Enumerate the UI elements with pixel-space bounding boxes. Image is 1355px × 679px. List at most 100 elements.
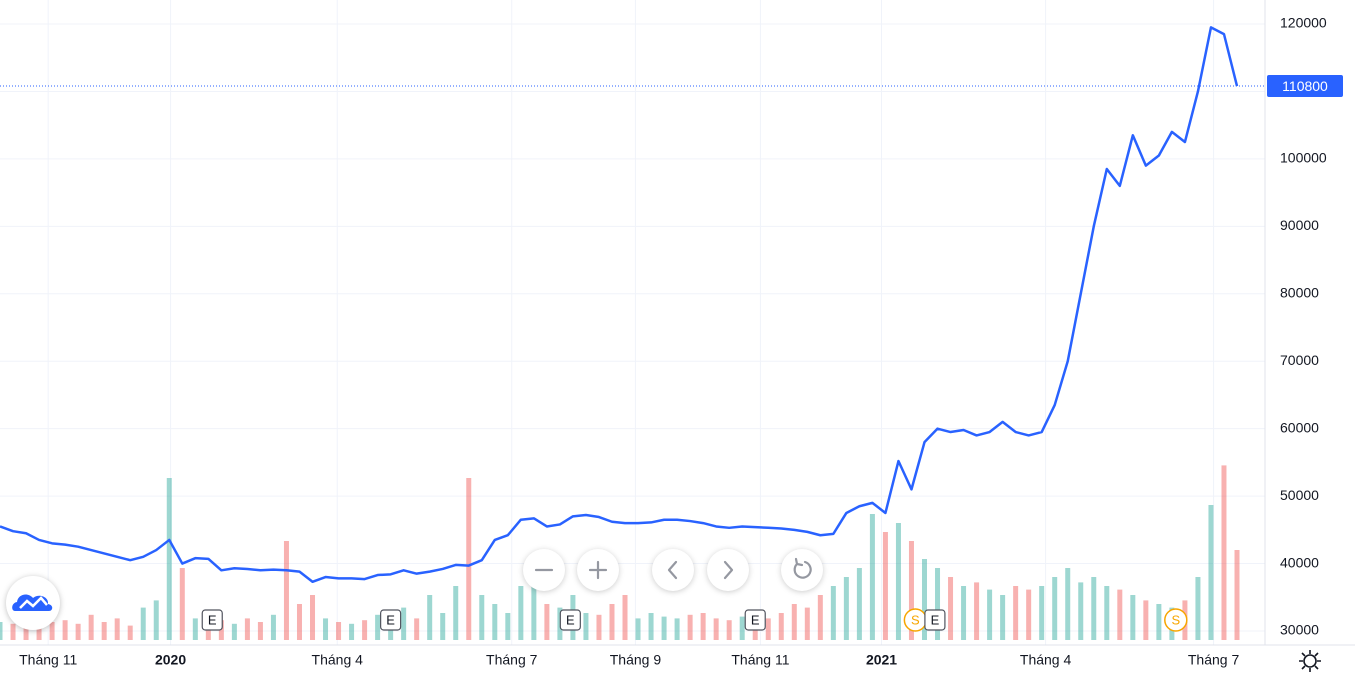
volume-bar xyxy=(101,622,107,640)
volume-bar xyxy=(1143,600,1149,640)
grid xyxy=(0,0,1265,645)
volume-bar xyxy=(974,582,980,640)
volume-bar xyxy=(804,607,810,640)
x-tick-label: Tháng 7 xyxy=(486,652,538,668)
volume-bar xyxy=(987,589,993,640)
logo[interactable] xyxy=(6,576,60,630)
event-badge xyxy=(201,609,223,631)
volume-bar xyxy=(843,577,849,640)
volume-bar xyxy=(726,620,732,640)
volume-bar xyxy=(1078,582,1084,640)
volume-bar xyxy=(531,577,537,640)
volume-bar xyxy=(518,586,524,640)
event-label: E xyxy=(931,612,940,627)
volume-bar xyxy=(908,541,914,640)
volume-bar xyxy=(895,523,901,640)
y-tick-label: 60000 xyxy=(1280,419,1319,435)
last-price-box xyxy=(1267,75,1343,98)
volume-bar xyxy=(23,618,29,640)
event-badge xyxy=(380,609,402,631)
event-marker[interactable]: E xyxy=(924,609,946,631)
volume-bar xyxy=(114,618,120,640)
volume-bar xyxy=(856,568,862,640)
volume-bar xyxy=(921,559,927,640)
volume-bar xyxy=(882,532,888,640)
volume-bar xyxy=(0,622,3,640)
volume-bar xyxy=(596,614,602,640)
y-tick-label: 70000 xyxy=(1280,352,1319,368)
event-label: E xyxy=(386,612,395,627)
volume-bar xyxy=(479,595,485,640)
event-badge xyxy=(559,609,581,631)
event-marker[interactable]: E xyxy=(380,609,402,631)
reset-button[interactable] xyxy=(781,549,823,591)
scroll-left-button[interactable] xyxy=(652,549,694,591)
volume-bar xyxy=(492,604,498,640)
x-tick-label: 2021 xyxy=(866,652,897,668)
volume-bar xyxy=(140,607,146,640)
event-marker[interactable]: E xyxy=(201,609,223,631)
y-tick-label: 90000 xyxy=(1280,217,1319,233)
event-label: E xyxy=(208,612,217,627)
event-marker[interactable]: E xyxy=(744,609,766,631)
volume-bar xyxy=(205,622,211,640)
volume-bar xyxy=(1130,595,1136,640)
volume-bar xyxy=(440,613,446,640)
event-label: S xyxy=(911,612,920,627)
event-label: E xyxy=(566,612,575,627)
volume-bar xyxy=(869,514,875,640)
volume-bar xyxy=(791,604,797,640)
volume-bar xyxy=(427,595,433,640)
volume-bar xyxy=(661,616,667,640)
volume-bar xyxy=(609,604,615,640)
volume-bar xyxy=(127,625,133,640)
volume-bar xyxy=(36,625,42,640)
zoom-in-button[interactable] xyxy=(577,549,619,591)
x-tick-label: Tháng 11 xyxy=(731,652,789,668)
price-line xyxy=(0,26,1239,584)
event-marker[interactable]: E xyxy=(559,609,581,631)
volume-bar xyxy=(349,623,355,640)
y-tick-label: 80000 xyxy=(1280,284,1319,300)
volume-bar xyxy=(166,478,172,640)
volume-bar xyxy=(622,595,628,640)
volume-bar xyxy=(687,614,693,640)
event-badge xyxy=(744,609,766,631)
volume-bar xyxy=(765,618,771,640)
volume-bar xyxy=(88,614,94,640)
volume-bar xyxy=(49,622,55,640)
volume-bar xyxy=(257,622,263,640)
volume-bar xyxy=(817,595,823,640)
y-tick-label: 40000 xyxy=(1280,554,1319,570)
zoom-out-button[interactable] xyxy=(523,549,565,591)
volume-bar xyxy=(948,577,954,640)
scroll-right-button[interactable] xyxy=(707,549,749,591)
y-tick-label: 50000 xyxy=(1280,487,1319,503)
x-tick-label: Tháng 4 xyxy=(312,652,364,668)
volume-bar xyxy=(778,613,784,640)
volume-bar xyxy=(283,541,289,640)
volume-bar xyxy=(179,568,185,640)
event-marker[interactable]: S xyxy=(903,608,928,632)
volume-bar xyxy=(700,613,706,640)
volume-bar xyxy=(1234,550,1240,640)
settings-icon[interactable] xyxy=(1299,650,1321,672)
y-tick-label: 30000 xyxy=(1280,622,1319,638)
volume-bar xyxy=(1052,577,1058,640)
volume-bar xyxy=(1039,586,1045,640)
last-price-label: 110800 xyxy=(1282,78,1328,94)
volume-bar xyxy=(505,613,511,640)
event-badge xyxy=(1164,608,1188,632)
volume-bar xyxy=(362,620,368,640)
x-tick-label: Tháng 11 xyxy=(19,652,77,668)
x-tick-label: Tháng 4 xyxy=(1020,652,1072,668)
volume-bar xyxy=(635,618,641,640)
volume-bar xyxy=(388,622,394,640)
volume-bar xyxy=(75,623,81,640)
volume-bar xyxy=(62,620,68,640)
event-marker[interactable]: S xyxy=(1164,608,1188,632)
x-tick-label: Tháng 7 xyxy=(1188,652,1240,668)
volume-bar xyxy=(935,568,941,640)
volume-bar xyxy=(453,586,459,640)
